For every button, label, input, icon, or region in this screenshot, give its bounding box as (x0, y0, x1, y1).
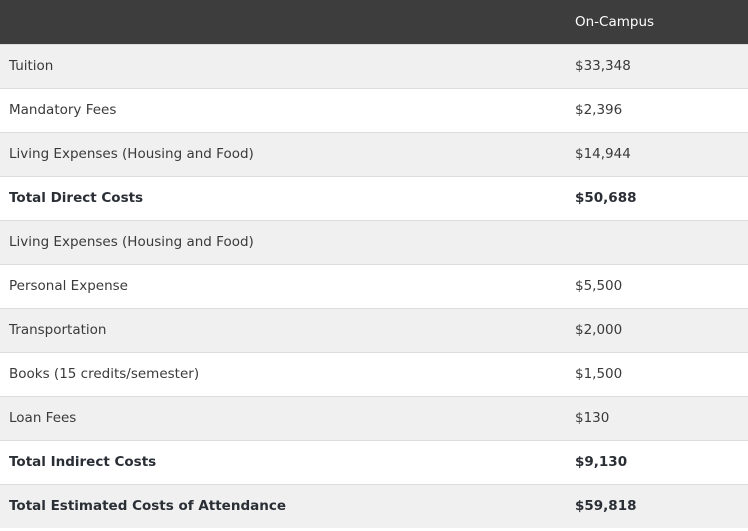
header-cell (0, 0, 575, 44)
row-value: $5,500 (575, 278, 623, 294)
row-label: Total Indirect Costs (9, 454, 157, 470)
row-value: $14,944 (575, 146, 631, 162)
header-cell: On-Campus (575, 13, 655, 30)
row-value: $1,500 (575, 366, 623, 382)
cost-row: Books (15 credits/semester) $1,500 (0, 352, 748, 396)
row-label: Loan Fees (9, 410, 77, 426)
row-value: $130 (575, 410, 610, 426)
cost-row: Transportation $2,000 (0, 308, 748, 352)
row-label: Personal Expense (9, 278, 128, 294)
row-label: Books (15 credits/semester) (9, 366, 200, 382)
cost-row: Living Expenses (Housing and Food) (0, 220, 748, 264)
row-label: Mandatory Fees (9, 102, 117, 118)
row-label: Living Expenses (Housing and Food) (9, 234, 254, 250)
total-row: Total Indirect Costs $9,130 (0, 440, 748, 484)
row-label: Transportation (9, 322, 107, 338)
row-label: Tuition (9, 58, 54, 74)
row-label: Total Estimated Costs of Attendance (9, 498, 286, 515)
header-row: On-Campus (0, 0, 748, 44)
row-value: $9,130 (575, 454, 628, 470)
row-value: $50,688 (575, 190, 637, 206)
row-value: $2,000 (575, 322, 623, 338)
table-body: Tuition $33,348 Mandatory Fees $2,396 Living… (0, 44, 748, 528)
total-row: Total Estimated Costs of Attendance $59,8… (0, 484, 748, 528)
cost-row: Loan Fees $130 (0, 396, 748, 440)
row-value: $59,818 (575, 498, 637, 515)
cost-row: Tuition $33,348 (0, 44, 748, 88)
cost-row: Mandatory Fees $2,396 (0, 88, 748, 132)
row-value: $33,348 (575, 58, 631, 74)
total-row: Total Direct Costs $50,688 (0, 176, 748, 220)
row-value (575, 220, 748, 264)
cost-row: Living Expenses (Housing and Food) $14,94… (0, 132, 748, 176)
cost-row: Personal Expense $5,500 (0, 264, 748, 308)
row-label: Living Expenses (Housing and Food) (9, 146, 254, 162)
row-value: $2,396 (575, 102, 623, 118)
row-label: Total Direct Costs (9, 190, 144, 206)
